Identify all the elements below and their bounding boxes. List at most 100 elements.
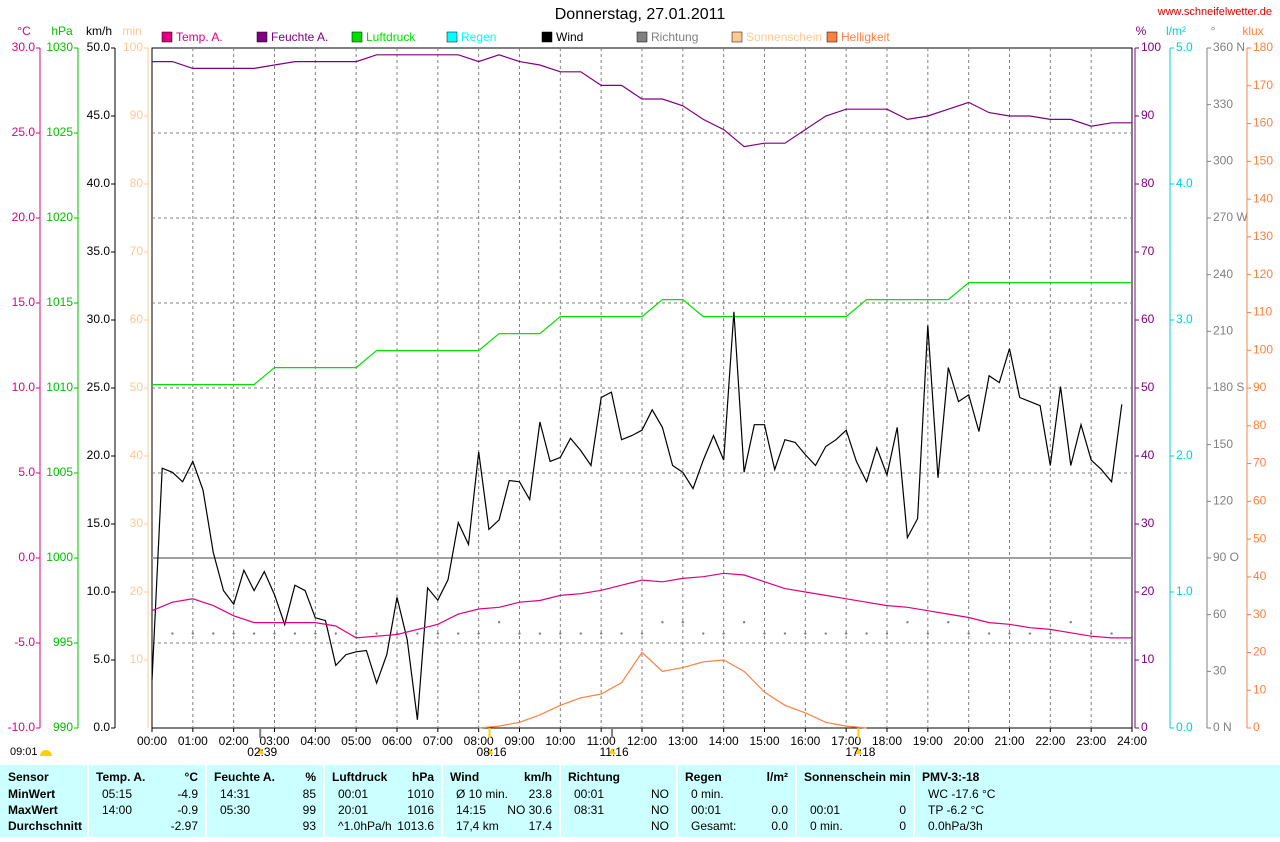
- table-cell: NO: [651, 803, 669, 817]
- table-cell: 00:01: [574, 787, 604, 801]
- x-tick-label: 12:00: [627, 734, 657, 748]
- x-tick-label: 21:00: [994, 734, 1024, 748]
- y-tick-label: 50: [1141, 380, 1155, 394]
- table-cell: 1013.6: [397, 819, 434, 833]
- axis-unit: °C: [17, 24, 31, 38]
- table-cell: 0.0: [771, 819, 788, 833]
- table-header: PMV-3:-18: [922, 770, 980, 784]
- table-cell: 05:30: [220, 803, 250, 817]
- y-tick-label: 180: [1253, 40, 1273, 54]
- event-label: 08:16: [477, 745, 507, 759]
- y-tick-label: 20.0: [12, 210, 36, 224]
- legend-swatch: [541, 31, 553, 43]
- series-dot: [640, 632, 644, 635]
- series-dot: [599, 632, 603, 635]
- table-header: Sonnenschein min: [804, 770, 911, 784]
- y-tick-label: 10: [1253, 682, 1267, 696]
- table-cell: Ø 10 min.: [456, 787, 508, 801]
- legend-swatch: [731, 31, 743, 43]
- legend-swatch: [161, 31, 173, 43]
- series-line: [478, 651, 867, 729]
- series-dot: [702, 632, 705, 635]
- y-tick-label: 1030: [46, 40, 73, 54]
- y-tick-label: 50: [130, 380, 144, 394]
- y-tick-label: 1.0: [1176, 584, 1193, 598]
- y-tick-label: 1020: [46, 210, 73, 224]
- table-cell: 08:31: [574, 803, 604, 817]
- table-header: l/m²: [767, 770, 788, 784]
- y-tick-label: 80: [1141, 176, 1155, 190]
- y-tick-label: 90: [130, 108, 144, 122]
- y-tick-label: 150: [1253, 154, 1273, 168]
- table-cell: -4.9: [177, 787, 198, 801]
- axis-unit: klux: [1242, 24, 1263, 38]
- y-tick-label: 15.0: [87, 516, 111, 530]
- event-icon: [608, 748, 617, 754]
- table-header: km/h: [524, 770, 552, 784]
- y-tick-label: 90: [1141, 108, 1155, 122]
- y-tick-label: 90 O: [1213, 550, 1239, 564]
- y-tick-label: 160: [1253, 116, 1273, 130]
- x-tick-label: 03:00: [259, 734, 289, 748]
- source: www.schneifelwetter.de: [1157, 6, 1272, 18]
- event-label: 11:16: [599, 745, 628, 759]
- y-tick-label: 100: [1141, 40, 1161, 54]
- y-tick-label: 80: [1253, 418, 1267, 432]
- y-tick-label: 40: [1141, 448, 1155, 462]
- series-dot: [375, 632, 378, 635]
- table-header: Temp. A.: [96, 770, 145, 784]
- y-tick-label: 210: [1213, 324, 1233, 338]
- axis-unit: l/m²: [1166, 24, 1186, 38]
- x-tick-label: 09:00: [504, 734, 534, 748]
- y-tick-label: 300: [1213, 154, 1233, 168]
- y-tick-label: 1025: [46, 125, 73, 139]
- series-dot: [416, 632, 419, 635]
- y-tick-label: 240: [1213, 267, 1233, 281]
- y-tick-label: 120: [1253, 267, 1273, 281]
- y-tick-label: 150: [1213, 437, 1233, 451]
- event-icon: [485, 748, 494, 754]
- chart-title: Donnerstag, 27.01.2011: [555, 6, 726, 23]
- y-tick-label: 10.0: [87, 584, 111, 598]
- y-tick-label: 35.0: [87, 244, 111, 258]
- x-tick-label: 05:00: [341, 734, 371, 748]
- y-tick-label: 60: [1253, 494, 1267, 508]
- y-tick-label: 25.0: [12, 125, 36, 139]
- series-dot: [1130, 632, 1134, 635]
- series-dot: [824, 632, 827, 635]
- x-tick-label: 16:00: [790, 734, 820, 748]
- table-cell: MinWert: [8, 787, 55, 801]
- y-tick-label: -5.0: [14, 635, 35, 649]
- legend-label: Helligkeit: [841, 30, 890, 44]
- y-tick-label: 30.0: [87, 312, 111, 326]
- table-cell: 23.8: [529, 787, 553, 801]
- table-header: %: [305, 770, 316, 784]
- series-dot: [293, 632, 297, 635]
- y-tick-label: 30: [1141, 516, 1155, 530]
- table-cell: 0 min.: [810, 819, 843, 833]
- y-tick-label: 80: [130, 176, 144, 190]
- x-tick-label: 20:00: [954, 734, 984, 748]
- y-tick-label: 330: [1213, 97, 1233, 111]
- table-cell: NO: [651, 787, 669, 801]
- legend-swatch: [351, 31, 363, 43]
- x-tick-label: 22:00: [1035, 734, 1065, 748]
- series-line: [152, 54, 1132, 148]
- y-tick-label: 0 N: [1213, 720, 1232, 734]
- series-dot: [314, 632, 317, 635]
- sun-icon: [40, 750, 52, 756]
- x-tick-label: 13:00: [668, 734, 698, 748]
- series-dot: [661, 621, 664, 624]
- series-dot: [518, 632, 521, 635]
- x-tick-label: 24:00: [1117, 734, 1147, 748]
- y-tick-label: 70: [1141, 244, 1155, 258]
- series-dot: [1028, 632, 1032, 635]
- y-tick-label: 100: [1253, 342, 1273, 356]
- table-header: Feuchte A.: [214, 770, 275, 784]
- table-cell: 20:01: [338, 803, 368, 817]
- series-dot: [967, 632, 970, 635]
- series-dot: [763, 632, 766, 635]
- y-tick-label: 20: [1141, 584, 1155, 598]
